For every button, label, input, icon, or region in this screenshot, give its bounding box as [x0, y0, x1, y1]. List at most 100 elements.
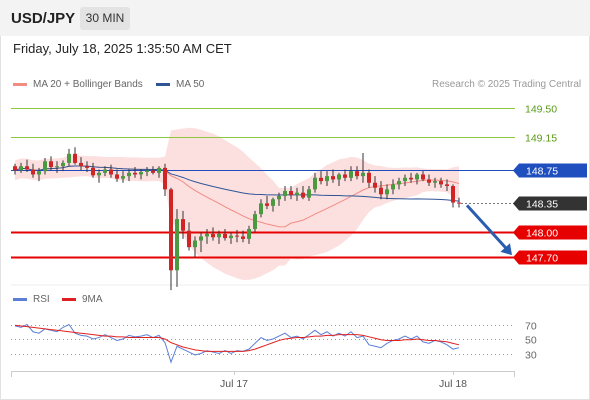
- candle: [139, 169, 143, 180]
- candle-body: [385, 189, 389, 195]
- candle: [325, 171, 329, 187]
- candle-body: [19, 166, 23, 171]
- candle-body: [421, 174, 425, 180]
- candle-body: [43, 161, 47, 172]
- candle: [55, 161, 59, 173]
- candle-body: [403, 177, 407, 182]
- candle: [385, 184, 389, 200]
- forecast-arrow: [465, 204, 512, 256]
- level-148.35: 148.35: [461, 196, 587, 211]
- candle-body: [445, 184, 449, 187]
- 9ma-swatch: [62, 297, 76, 301]
- level-148.75: 148.75: [11, 163, 587, 178]
- candle-body: [253, 214, 257, 229]
- price-label: 149.50: [525, 104, 557, 116]
- candle-body: [277, 195, 281, 200]
- candle: [61, 160, 65, 172]
- price-label: 148.75: [526, 166, 558, 178]
- arrow-head: [500, 243, 512, 256]
- candle-body: [25, 166, 29, 170]
- candle-body: [49, 161, 53, 168]
- level-147.70: 147.70: [11, 250, 587, 265]
- candle-body: [103, 169, 107, 173]
- candle-body: [187, 230, 191, 248]
- candle-body: [121, 176, 125, 179]
- level-148.00: 148.00: [11, 225, 587, 240]
- level-149.50: 149.50: [11, 104, 557, 116]
- candle: [115, 169, 119, 182]
- candle: [403, 174, 407, 187]
- legend-9ma: 9MA: [62, 294, 103, 305]
- candle-body: [349, 171, 353, 178]
- candle-body: [229, 235, 233, 239]
- candle-body: [127, 172, 131, 177]
- candle-body: [163, 167, 167, 190]
- level-149.15: 149.15: [11, 133, 557, 145]
- candle: [457, 197, 461, 208]
- candle: [91, 162, 95, 178]
- candle-body: [91, 167, 95, 176]
- candle-body: [361, 172, 365, 177]
- candle-body: [325, 176, 329, 182]
- candle: [205, 229, 209, 244]
- candle-body: [169, 189, 173, 271]
- price-label: 147.70: [526, 253, 558, 265]
- legend-ma20: MA 20 + Bollinger Bands: [13, 79, 143, 90]
- candle: [217, 230, 221, 244]
- candle-body: [307, 189, 311, 198]
- candle: [259, 199, 263, 218]
- candle-body: [259, 203, 263, 215]
- candle-body: [373, 182, 377, 188]
- candles: [13, 147, 461, 291]
- candle: [235, 229, 239, 243]
- candle-body: [451, 186, 455, 203]
- candle: [157, 166, 161, 178]
- ma50-swatch: [156, 82, 170, 86]
- candle-body: [37, 171, 41, 175]
- candle: [289, 186, 293, 200]
- candle: [397, 177, 401, 190]
- candle: [343, 169, 347, 182]
- candle: [31, 163, 35, 178]
- ma20-swatch: [13, 82, 27, 86]
- candle-body: [199, 236, 203, 241]
- candle: [241, 230, 245, 243]
- candle-body: [85, 166, 89, 168]
- candle-body: [181, 219, 185, 231]
- candle-body: [265, 203, 269, 206]
- candle-body: [409, 177, 413, 180]
- candle: [193, 236, 197, 258]
- candle-body: [427, 179, 431, 183]
- candle: [373, 176, 377, 193]
- candle-body: [439, 181, 443, 185]
- candle: [145, 167, 149, 177]
- legend-ma50: MA 50: [156, 79, 204, 90]
- rsi-swatch: [13, 297, 27, 301]
- candle: [265, 195, 269, 210]
- candle: [169, 187, 173, 291]
- candle-body: [433, 181, 437, 183]
- candle: [97, 169, 101, 183]
- candle: [379, 181, 383, 200]
- candle-body: [151, 170, 155, 173]
- candle-body: [379, 187, 383, 195]
- price-box: [513, 196, 587, 211]
- candle-body: [247, 229, 251, 239]
- x-tick-label: Jul 17: [220, 378, 248, 390]
- rsi-tick-label: 30: [525, 350, 537, 362]
- candle: [367, 169, 371, 188]
- candle-body: [415, 174, 419, 180]
- candle-body: [337, 174, 341, 180]
- timeframe-badge[interactable]: 30 MIN: [80, 7, 130, 30]
- candle: [433, 177, 437, 188]
- candle-body: [355, 171, 359, 177]
- candle: [199, 232, 203, 253]
- candle: [331, 169, 335, 183]
- candle-body: [295, 192, 299, 196]
- rsi-line: [14, 323, 460, 364]
- candle: [85, 161, 89, 172]
- candle-body: [217, 233, 221, 238]
- candle-body: [235, 235, 239, 237]
- candle: [427, 174, 431, 187]
- candle: [409, 172, 413, 183]
